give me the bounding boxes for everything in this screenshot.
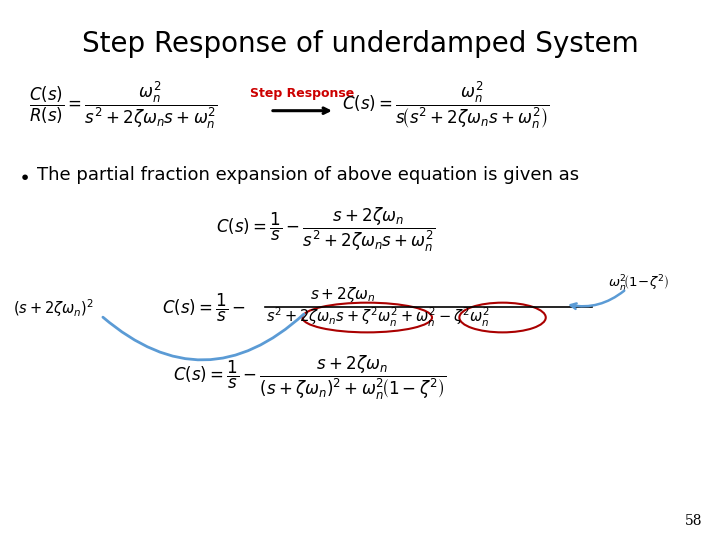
Text: $s^2+2\zeta\omega_n s+\zeta^2\omega_n^2+\omega_n^2-\zeta^2\omega_n^2$: $s^2+2\zeta\omega_n s+\zeta^2\omega_n^2+… — [266, 306, 490, 329]
Text: $C(s)=\dfrac{1}{s}-$: $C(s)=\dfrac{1}{s}-$ — [162, 292, 246, 324]
Text: $s+2\zeta\omega_n$: $s+2\zeta\omega_n$ — [310, 285, 375, 305]
Text: $\bullet$: $\bullet$ — [18, 166, 29, 185]
Text: Step Response: Step Response — [251, 87, 354, 100]
Text: $\left(s+2\zeta\omega_n\right)^2$: $\left(s+2\zeta\omega_n\right)^2$ — [13, 297, 94, 319]
Text: The partial fraction expansion of above equation is given as: The partial fraction expansion of above … — [37, 166, 580, 185]
Text: $\omega_n^2\!\left(1\!-\!\zeta^2\right)$: $\omega_n^2\!\left(1\!-\!\zeta^2\right)$ — [608, 273, 670, 294]
Text: $C(s)=\dfrac{1}{s}-\dfrac{s+2\zeta\omega_n}{\left(s+\zeta\omega_n\right)^2+\omeg: $C(s)=\dfrac{1}{s}-\dfrac{s+2\zeta\omega… — [173, 354, 446, 402]
Text: $C(s)=\dfrac{\omega_n^2}{s\!\left(s^2+2\zeta\omega_n s+\omega_n^2\right)}$: $C(s)=\dfrac{\omega_n^2}{s\!\left(s^2+2\… — [342, 79, 549, 131]
Text: Step Response of underdamped System: Step Response of underdamped System — [81, 30, 639, 58]
Text: $C(s)=\dfrac{1}{s}-\dfrac{s+2\zeta\omega_n}{s^2+2\zeta\omega_n s+\omega_n^2}$: $C(s)=\dfrac{1}{s}-\dfrac{s+2\zeta\omega… — [216, 205, 436, 254]
Text: 58: 58 — [685, 514, 702, 528]
Text: $\dfrac{C(s)}{R(s)}=\dfrac{\omega_n^2}{s^2+2\zeta\omega_n s+\omega_n^2}$: $\dfrac{C(s)}{R(s)}=\dfrac{\omega_n^2}{s… — [29, 79, 217, 131]
